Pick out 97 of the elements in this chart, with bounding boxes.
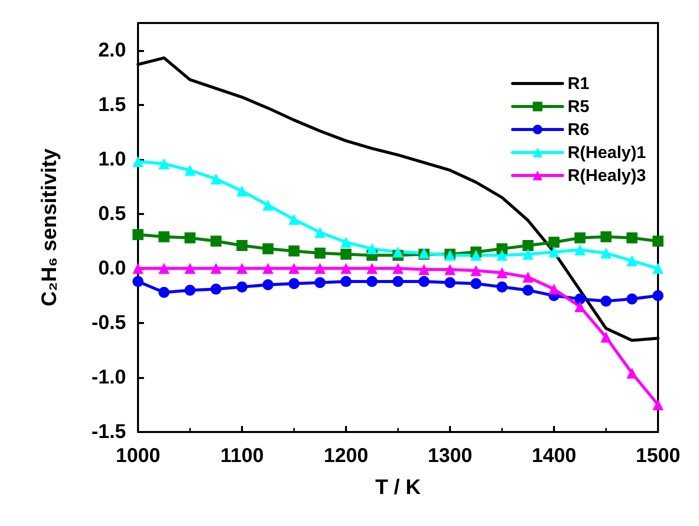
point [574,244,586,256]
point [444,277,456,288]
point [470,265,482,276]
point [262,200,274,211]
point [626,368,638,379]
point [392,262,404,274]
point [470,250,482,261]
point [626,255,638,266]
point [548,236,560,248]
y-tick-label: -1.5 [92,421,126,443]
point [184,232,196,244]
point [626,293,638,304]
point [496,281,508,292]
y-tick-label: 2.0 [98,39,126,62]
point [600,231,612,242]
point [600,296,612,307]
point [392,246,404,258]
point [314,248,326,259]
y-tick-label: 1.0 [98,148,126,170]
point [314,226,326,238]
point [158,158,170,170]
point [470,278,482,290]
point [496,267,508,278]
y-axis-title: C₂H₆ sensitivity [38,148,61,306]
point [652,262,664,274]
point [288,278,300,290]
point [522,272,534,283]
point [522,248,534,260]
point [288,245,300,256]
point [288,214,300,225]
point [262,279,274,290]
point [496,250,508,261]
x-tick-label: 1400 [532,445,576,467]
point [158,286,170,298]
point [574,293,586,304]
point [522,284,534,296]
legend-label: R5 [568,97,590,116]
y-tick-label: -0.5 [92,312,126,334]
point [288,262,300,274]
point [210,262,222,274]
point [340,262,352,274]
x-tick-label: 1300 [428,445,472,467]
legend-label: R(Healy)1 [568,143,646,162]
y-tick-label: 0.0 [98,257,126,280]
point [184,284,196,296]
point [418,276,430,287]
y-tick-label: 1.5 [98,94,126,116]
x-tick-label: 1000 [116,445,160,467]
x-tick-label: 1100 [220,445,264,467]
point [574,301,586,312]
x-tick-label: 1500 [636,445,680,467]
point [548,246,560,258]
point [236,240,248,251]
point [184,262,196,274]
point [236,281,248,292]
x-axis-title: T / K [375,476,421,499]
point [366,262,378,274]
legend-label: R6 [568,120,590,139]
point [262,243,274,254]
point [340,248,352,260]
point [132,229,144,240]
point [132,262,144,274]
point [132,276,144,287]
point [444,264,456,275]
point [548,284,560,295]
point [392,276,404,287]
point [236,262,248,274]
point [210,284,222,295]
point [522,240,534,251]
point [132,156,144,168]
point [652,399,664,410]
point [158,231,170,242]
point [626,232,638,244]
point [340,236,352,248]
legend-label: R(Healy)3 [568,166,646,185]
x-tick-label: 1200 [324,445,368,467]
y-tick-label: 0.5 [98,202,126,225]
point [366,243,378,254]
point [652,290,664,302]
point [366,276,378,287]
point [496,243,508,254]
point [600,332,612,343]
point [652,236,664,247]
point [574,232,586,244]
point [184,164,196,176]
point [210,236,222,247]
point [314,277,326,288]
point [262,262,274,274]
legend-label: R1 [568,74,590,93]
point [158,262,170,274]
point [340,276,352,287]
point [314,262,326,274]
point [210,173,222,184]
point [418,264,430,275]
y-tick-label: -1.0 [92,366,126,388]
point [600,248,612,259]
point [236,185,248,196]
